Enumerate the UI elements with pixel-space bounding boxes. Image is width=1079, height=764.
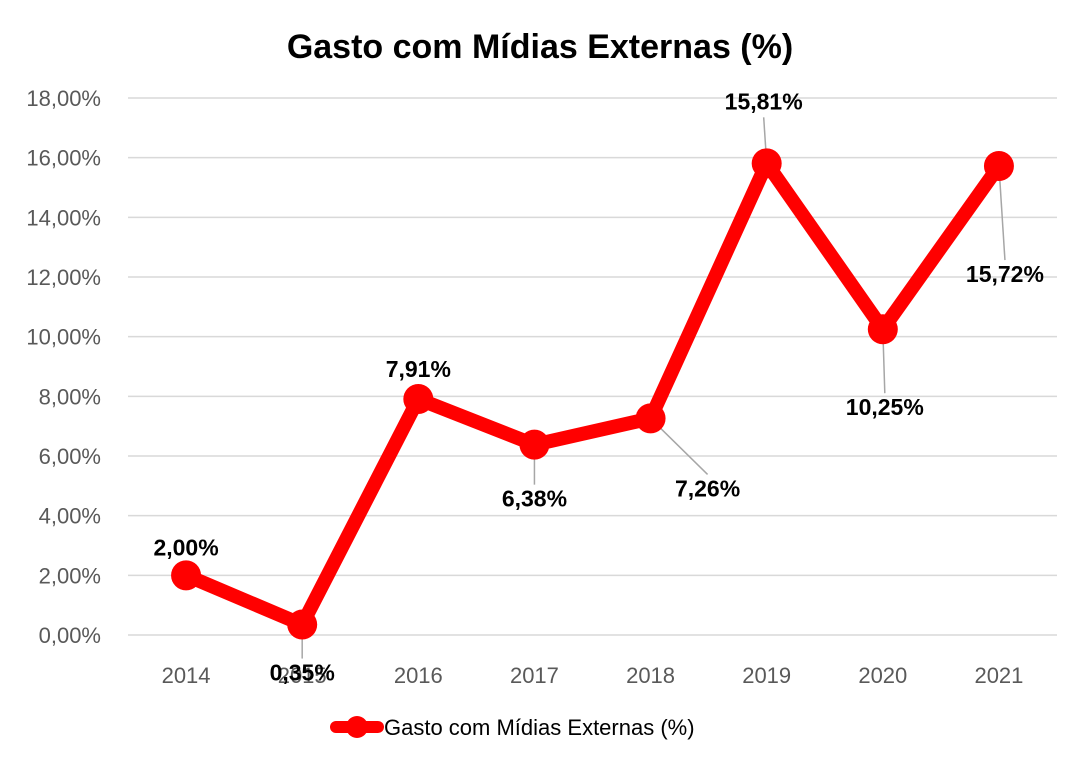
data-label: 10,25% — [846, 394, 924, 420]
y-tick-label: 0,00% — [39, 623, 101, 648]
x-tick-label: 2020 — [858, 663, 907, 688]
data-point — [171, 560, 202, 591]
series-line — [179, 156, 1006, 632]
legend-marker-swatch — [346, 716, 368, 738]
x-tick-label: 2019 — [742, 663, 791, 688]
x-tick-label: 2018 — [626, 663, 675, 688]
data-point — [635, 403, 666, 434]
data-point — [403, 384, 434, 415]
x-tick-label: 2015 — [278, 663, 327, 688]
y-tick-label: 6,00% — [39, 444, 101, 469]
y-tick-label: 2,00% — [39, 563, 101, 588]
data-label: 15,81% — [725, 88, 803, 114]
data-point — [751, 148, 782, 179]
data-label: 7,91% — [386, 356, 451, 382]
data-label: 0,35% — [270, 660, 335, 686]
data-label: 2,00% — [153, 534, 218, 560]
data-label: 15,72% — [966, 261, 1044, 287]
data-point — [519, 429, 550, 460]
data-point — [287, 609, 318, 640]
y-tick-label: 14,00% — [26, 205, 101, 230]
x-tick-label: 2016 — [394, 663, 443, 688]
y-tick-label: 4,00% — [39, 504, 101, 529]
x-tick-label: 2021 — [974, 663, 1023, 688]
legend-label: Gasto com Mídias Externas (%) — [384, 715, 695, 740]
x-axis-ticks: 2014 2015 2016 2017 2018 2019 2020 2021 — [162, 663, 1024, 688]
legend: Gasto com Mídias Externas (%) — [330, 715, 695, 740]
x-tick-label: 2017 — [510, 663, 559, 688]
data-point — [867, 314, 898, 345]
y-tick-label: 8,00% — [39, 384, 101, 409]
series-line — [179, 156, 1006, 632]
data-label: 7,26% — [675, 475, 740, 501]
chart-title: Gasto com Mídias Externas (%) — [287, 28, 793, 66]
y-tick-label: 10,00% — [26, 325, 101, 350]
data-label: 6,38% — [502, 486, 567, 512]
y-tick-label: 12,00% — [26, 265, 101, 290]
leader-line — [998, 165, 1006, 261]
label-leader-lines — [301, 117, 1006, 659]
y-tick-label: 16,00% — [26, 146, 101, 171]
data-labels: 2,00% 0,35% 7,91% 6,38% 7,26% 15,81% 10,25% 15,… — [153, 88, 1043, 685]
x-tick-label: 2014 — [162, 663, 211, 688]
y-axis-ticks: 0,00% 2,00% 4,00% 6,00% 8,00% 10,00% 12,00% 14,… — [26, 86, 101, 648]
y-tick-label: 18,00% — [26, 86, 101, 111]
data-point — [983, 151, 1014, 182]
gridlines — [128, 97, 1057, 636]
data-points — [171, 148, 1014, 640]
